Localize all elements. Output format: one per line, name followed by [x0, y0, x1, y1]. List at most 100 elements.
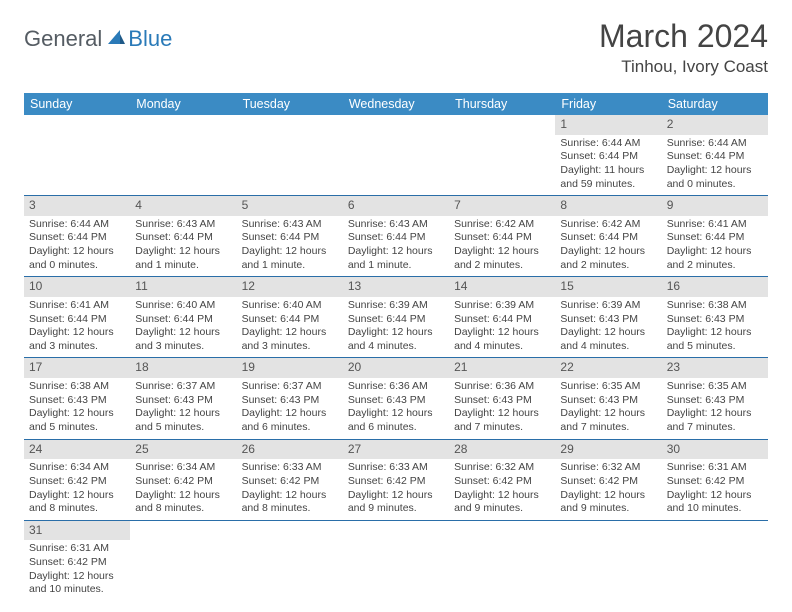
calendar-day-cell: 19Sunrise: 6:37 AMSunset: 6:43 PMDayligh…: [237, 358, 343, 439]
day-number: 15: [555, 277, 661, 297]
calendar-day-cell: 13Sunrise: 6:39 AMSunset: 6:44 PMDayligh…: [343, 277, 449, 358]
day-detail-line: Sunrise: 6:43 AM: [242, 218, 338, 232]
day-detail-line: Sunrise: 6:34 AM: [135, 461, 231, 475]
day-details: [237, 135, 343, 187]
day-number: 20: [343, 358, 449, 378]
calendar-day-cell: 15Sunrise: 6:39 AMSunset: 6:43 PMDayligh…: [555, 277, 661, 358]
day-detail-line: and 6 minutes.: [242, 421, 338, 435]
day-detail-line: and 59 minutes.: [560, 178, 656, 192]
day-detail-line: Daylight: 12 hours: [454, 489, 550, 503]
day-detail-line: Daylight: 11 hours: [560, 164, 656, 178]
day-detail-line: Sunset: 6:43 PM: [667, 313, 763, 327]
day-detail-line: Daylight: 12 hours: [135, 489, 231, 503]
day-number: 16: [662, 277, 768, 297]
weekday-header: Thursday: [449, 93, 555, 115]
calendar-day-cell: 6Sunrise: 6:43 AMSunset: 6:44 PMDaylight…: [343, 196, 449, 277]
day-detail-line: Sunrise: 6:41 AM: [29, 299, 125, 313]
day-details: Sunrise: 6:34 AMSunset: 6:42 PMDaylight:…: [130, 459, 236, 520]
day-number: [662, 521, 768, 541]
day-detail-line: Sunset: 6:42 PM: [29, 475, 125, 489]
day-details: Sunrise: 6:43 AMSunset: 6:44 PMDaylight:…: [237, 216, 343, 277]
day-detail-line: and 7 minutes.: [454, 421, 550, 435]
day-detail-line: Sunrise: 6:33 AM: [348, 461, 444, 475]
calendar-day-cell: 27Sunrise: 6:33 AMSunset: 6:42 PMDayligh…: [343, 439, 449, 520]
day-detail-line: Sunrise: 6:38 AM: [29, 380, 125, 394]
day-number: 22: [555, 358, 661, 378]
day-number: 6: [343, 196, 449, 216]
day-detail-line: and 5 minutes.: [135, 421, 231, 435]
day-detail-line: Daylight: 12 hours: [348, 407, 444, 421]
day-details: Sunrise: 6:34 AMSunset: 6:42 PMDaylight:…: [24, 459, 130, 520]
weekday-header-row: Sunday Monday Tuesday Wednesday Thursday…: [24, 93, 768, 115]
day-number: 10: [24, 277, 130, 297]
day-details: [130, 135, 236, 187]
calendar-day-cell: 22Sunrise: 6:35 AMSunset: 6:43 PMDayligh…: [555, 358, 661, 439]
day-detail-line: and 8 minutes.: [29, 502, 125, 516]
day-detail-line: Sunrise: 6:34 AM: [29, 461, 125, 475]
day-details: Sunrise: 6:38 AMSunset: 6:43 PMDaylight:…: [662, 297, 768, 358]
day-number: 3: [24, 196, 130, 216]
calendar-day-cell: 4Sunrise: 6:43 AMSunset: 6:44 PMDaylight…: [130, 196, 236, 277]
day-details: Sunrise: 6:39 AMSunset: 6:43 PMDaylight:…: [555, 297, 661, 358]
day-details: Sunrise: 6:38 AMSunset: 6:43 PMDaylight:…: [24, 378, 130, 439]
day-detail-line: Daylight: 12 hours: [29, 570, 125, 584]
calendar-day-cell: 14Sunrise: 6:39 AMSunset: 6:44 PMDayligh…: [449, 277, 555, 358]
day-number: 14: [449, 277, 555, 297]
day-detail-line: Sunrise: 6:36 AM: [348, 380, 444, 394]
day-details: [662, 540, 768, 592]
day-detail-line: Sunset: 6:43 PM: [29, 394, 125, 408]
day-detail-line: and 10 minutes.: [29, 583, 125, 597]
day-detail-line: Sunset: 6:44 PM: [348, 231, 444, 245]
day-detail-line: Daylight: 12 hours: [560, 245, 656, 259]
day-detail-line: Sunrise: 6:44 AM: [667, 137, 763, 151]
day-detail-line: Sunset: 6:42 PM: [29, 556, 125, 570]
day-detail-line: Sunset: 6:44 PM: [560, 231, 656, 245]
day-details: Sunrise: 6:33 AMSunset: 6:42 PMDaylight:…: [343, 459, 449, 520]
day-detail-line: Daylight: 12 hours: [667, 407, 763, 421]
day-detail-line: and 7 minutes.: [560, 421, 656, 435]
calendar-day-cell: 28Sunrise: 6:32 AMSunset: 6:42 PMDayligh…: [449, 439, 555, 520]
calendar-day-cell: 3Sunrise: 6:44 AMSunset: 6:44 PMDaylight…: [24, 196, 130, 277]
day-details: Sunrise: 6:31 AMSunset: 6:42 PMDaylight:…: [24, 540, 130, 601]
calendar-day-cell: 16Sunrise: 6:38 AMSunset: 6:43 PMDayligh…: [662, 277, 768, 358]
day-detail-line: Sunrise: 6:32 AM: [454, 461, 550, 475]
calendar-day-cell: [449, 115, 555, 196]
day-detail-line: Sunset: 6:43 PM: [135, 394, 231, 408]
day-detail-line: and 2 minutes.: [667, 259, 763, 273]
day-number: 8: [555, 196, 661, 216]
logo-text-general: General: [24, 26, 102, 52]
day-detail-line: and 4 minutes.: [348, 340, 444, 354]
day-details: Sunrise: 6:41 AMSunset: 6:44 PMDaylight:…: [662, 216, 768, 277]
calendar-day-cell: [343, 520, 449, 601]
day-detail-line: Daylight: 12 hours: [454, 326, 550, 340]
day-detail-line: Sunrise: 6:32 AM: [560, 461, 656, 475]
day-details: Sunrise: 6:36 AMSunset: 6:43 PMDaylight:…: [343, 378, 449, 439]
day-detail-line: Daylight: 12 hours: [560, 326, 656, 340]
calendar-week-row: 10Sunrise: 6:41 AMSunset: 6:44 PMDayligh…: [24, 277, 768, 358]
day-detail-line: Sunset: 6:42 PM: [348, 475, 444, 489]
day-number: [449, 521, 555, 541]
day-details: Sunrise: 6:35 AMSunset: 6:43 PMDaylight:…: [662, 378, 768, 439]
day-detail-line: Daylight: 12 hours: [242, 245, 338, 259]
day-detail-line: Sunrise: 6:41 AM: [667, 218, 763, 232]
day-detail-line: Sunset: 6:44 PM: [667, 150, 763, 164]
day-number: 13: [343, 277, 449, 297]
weekday-header: Tuesday: [237, 93, 343, 115]
day-detail-line: and 10 minutes.: [667, 502, 763, 516]
day-detail-line: Daylight: 12 hours: [242, 326, 338, 340]
day-detail-line: Daylight: 12 hours: [454, 407, 550, 421]
day-number: 9: [662, 196, 768, 216]
day-detail-line: and 0 minutes.: [29, 259, 125, 273]
weekday-header: Wednesday: [343, 93, 449, 115]
day-number: 18: [130, 358, 236, 378]
day-detail-line: Sunset: 6:44 PM: [667, 231, 763, 245]
day-detail-line: and 7 minutes.: [667, 421, 763, 435]
day-detail-line: Sunset: 6:42 PM: [454, 475, 550, 489]
day-number: [343, 115, 449, 135]
day-details: [449, 540, 555, 592]
day-detail-line: Sunset: 6:43 PM: [667, 394, 763, 408]
calendar-day-cell: 17Sunrise: 6:38 AMSunset: 6:43 PMDayligh…: [24, 358, 130, 439]
calendar-week-row: 31Sunrise: 6:31 AMSunset: 6:42 PMDayligh…: [24, 520, 768, 601]
day-detail-line: Sunrise: 6:44 AM: [560, 137, 656, 151]
day-detail-line: Sunrise: 6:37 AM: [242, 380, 338, 394]
